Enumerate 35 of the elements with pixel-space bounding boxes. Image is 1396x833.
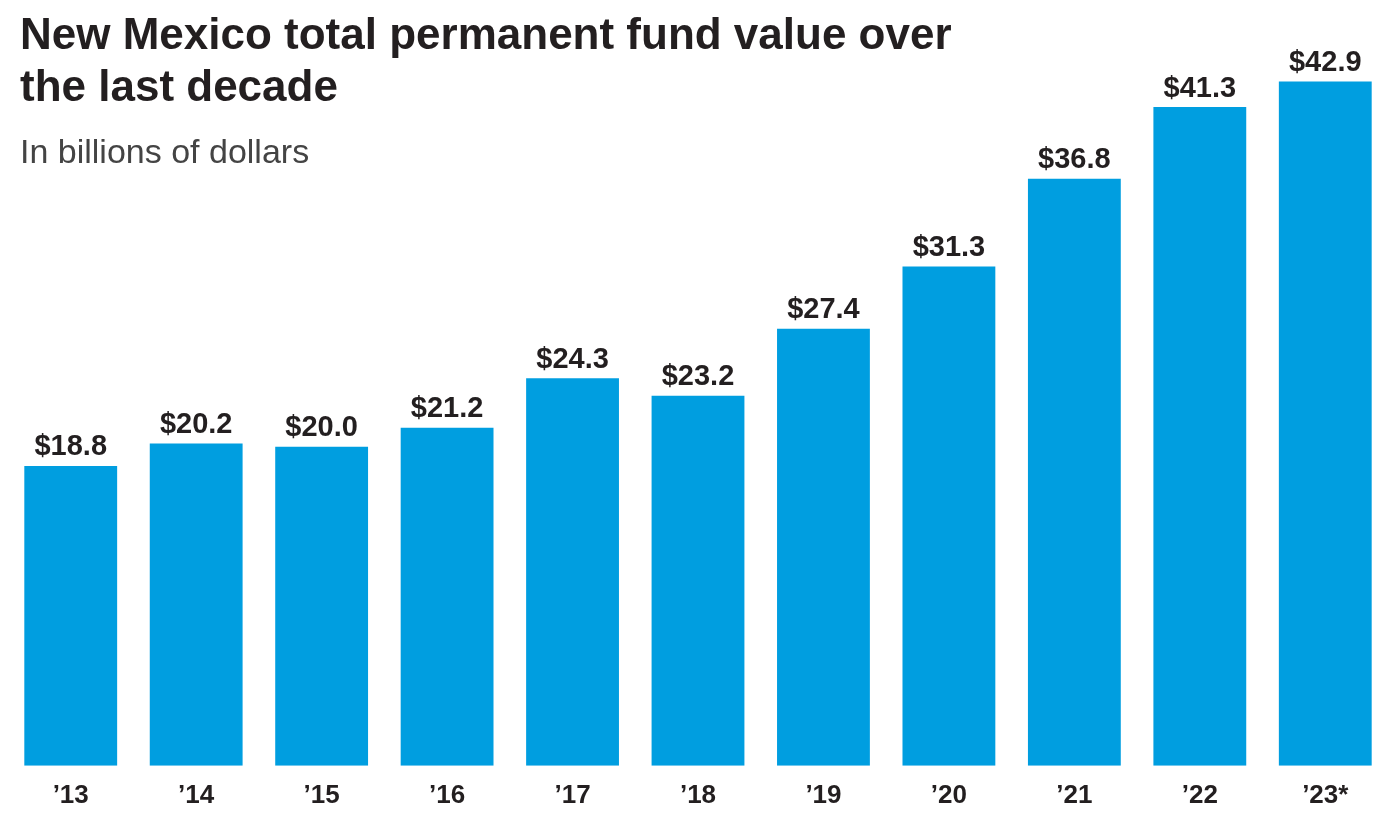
- bar: [526, 378, 619, 766]
- x-tick-label: ’17: [554, 778, 591, 809]
- chart-title: New Mexico total permanent fund value over the last decade: [20, 8, 953, 112]
- bar: [1027, 178, 1121, 766]
- bar: [1153, 107, 1247, 766]
- data-label: $27.4: [787, 292, 860, 325]
- data-label: $36.8: [1038, 142, 1111, 175]
- x-tick-label: ’15: [303, 778, 340, 809]
- x-tick-label: ’18: [679, 778, 717, 809]
- data-label: $20.2: [159, 407, 233, 440]
- bar: [400, 427, 494, 766]
- bar: [149, 443, 243, 766]
- bar: [902, 266, 996, 766]
- data-label: $21.2: [410, 391, 484, 424]
- data-label: $42.9: [1288, 45, 1362, 77]
- x-tick-label: ’21: [1056, 778, 1093, 809]
- data-label: $18.8: [34, 429, 108, 462]
- bar: [1278, 81, 1372, 766]
- x-tick-label: ’20: [930, 778, 967, 809]
- x-tick-label: ’19: [805, 778, 842, 809]
- x-tick-label: ’23*: [1302, 778, 1350, 809]
- bar: [777, 328, 870, 766]
- x-tick-label: ’13: [52, 778, 89, 809]
- data-label: $23.2: [661, 359, 735, 392]
- data-label: $31.3: [912, 230, 986, 263]
- x-tick-label: ’14: [178, 778, 215, 809]
- x-tick-label: ’16: [429, 778, 466, 809]
- data-label: $20.0: [285, 410, 358, 443]
- bar: [24, 465, 118, 766]
- text: In billions of dollars: [20, 132, 311, 171]
- data-label: $24.3: [536, 341, 609, 374]
- data-label: $41.3: [1163, 70, 1237, 103]
- x-tick-label: ’22: [1181, 778, 1218, 809]
- bar: [651, 395, 745, 766]
- bar: [275, 446, 369, 766]
